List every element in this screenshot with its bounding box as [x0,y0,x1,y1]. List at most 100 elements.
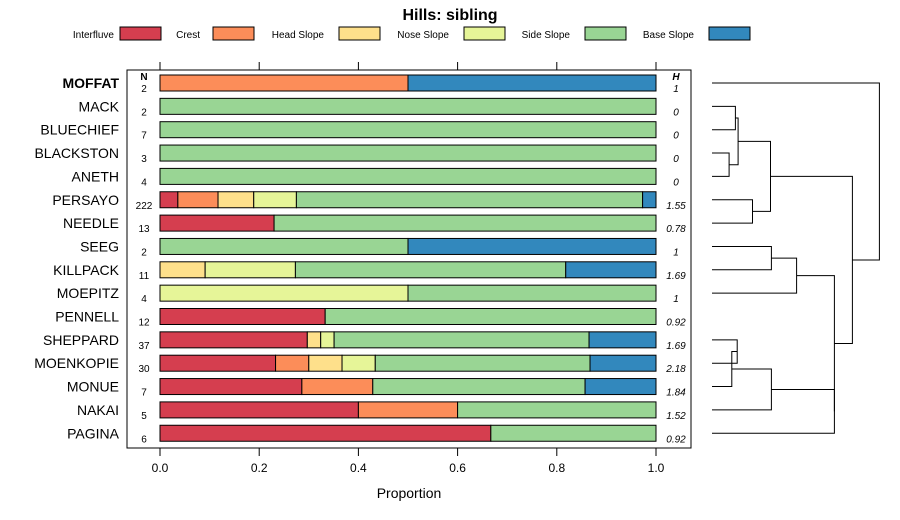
n-value: 2 [141,84,147,95]
dendrogram-branch [712,388,835,434]
n-value: 6 [141,434,147,445]
n-labels: 2 2 7 3 4 222 13 2 11 4 12 37 30 7 5 6 [136,84,153,445]
n-value: 13 [138,224,150,235]
bar-segment [565,261,657,279]
legend-label: Base Slope [643,30,695,41]
h-value: 0.92 [666,318,686,329]
n-value: 2 [141,247,147,258]
bar-segment [159,144,657,162]
n-value: 7 [141,131,147,142]
row-label: NAKAI [77,402,119,418]
row-label: MACK [79,98,120,114]
n-value: 3 [141,154,147,165]
h-value: 0.78 [666,224,686,235]
row-label: SHEPPARD [43,332,119,348]
legend-swatch [212,26,255,41]
bar-segment [308,354,343,372]
bar-segment [159,354,277,372]
row-label: SEEG [80,238,119,254]
legend-swatch [708,26,751,41]
bar-segment [457,401,657,419]
legend-swatch [463,26,506,41]
bar-segment [642,191,657,209]
n-value: 5 [141,411,147,422]
row-label: MONUE [67,379,119,395]
dendrogram-branch [712,152,730,177]
n-value: 222 [136,201,153,212]
bar-segment [589,354,657,372]
bar-segment [341,354,376,372]
bar-segment [588,331,657,349]
dendrogram-branch [796,275,835,412]
bar-segment [324,308,657,325]
bar-segment [159,401,359,419]
bar-segment [306,331,322,349]
bar-segment [301,378,374,396]
h-value: 2.18 [665,364,686,375]
legend: Interfluve Crest Head Slope Nose Slope Side … [73,26,751,41]
h-value: 1.52 [666,411,686,422]
row-labels: MOFFAT MACK BLUECHIEF BLACKSTON ANETH PERSAYO… [34,75,119,441]
legend-swatch [119,26,162,41]
dendrogram-branch [738,140,771,212]
bar-segment [159,308,326,325]
x-tick-label: 0.6 [449,461,466,475]
h-value: 0 [673,107,679,118]
h-value: 0 [673,131,679,142]
n-value: 12 [138,318,150,329]
h-value: 0.92 [666,434,686,445]
bar-segment [372,378,586,396]
x-tick-label: 0.4 [350,461,367,475]
dendrogram-branch [712,105,736,131]
row-label: PAGINA [67,425,120,441]
bar-segment [177,191,219,209]
legend-label: Nose Slope [397,30,449,41]
h-value: 1.69 [666,271,686,282]
bar-segment [159,74,409,92]
dendrogram-branch [770,175,853,344]
row-label: BLUECHIEF [40,122,119,138]
row-label: BLACKSTON [34,145,119,161]
dendrogram-branch [712,82,880,261]
dendrogram [712,82,880,434]
top-ticks [159,62,657,70]
legend-swatch [338,26,381,41]
h-value: 1.69 [666,341,686,352]
bar-segment [159,121,657,139]
bar-segment [295,191,644,209]
bar-segment [407,284,657,302]
bar-segment [159,284,409,302]
n-value: 30 [138,364,150,375]
n-header: N [140,72,147,83]
h-value: 1 [673,84,679,95]
bar-segment [159,191,179,209]
bar-segment [273,214,657,232]
x-axis-label: Proportion [377,485,442,501]
bar-segment [294,261,567,279]
n-value: 4 [141,177,147,188]
row-label: PENNELL [55,309,119,325]
bar-segment [159,261,206,279]
bar-segment [159,331,308,349]
x-tick-label: 0.2 [251,461,268,475]
bar-segment [374,354,591,372]
chart-title: Hills: sibling [402,7,497,24]
bar-segment [159,378,303,396]
bar-segment [275,354,310,372]
bars [159,74,657,442]
bar-segment [584,378,657,396]
bar-segment [357,401,459,419]
plot-frame [126,69,692,449]
bar-segment [159,214,275,232]
legend-label: Head Slope [272,30,325,41]
legend-label: Interfluve [73,30,115,41]
dendrogram-branch [729,117,739,166]
n-value: 11 [139,271,150,282]
bar-segment [253,191,297,209]
bar-segment [217,191,255,209]
h-labels: 1 0 0 0 0 1.55 0.78 1 1.69 1 0.92 1.69 2.18 1.84 1.52 0… [665,84,686,445]
bar-segment [159,424,492,442]
legend-label: Crest [176,30,200,41]
legend-swatch [584,26,627,41]
